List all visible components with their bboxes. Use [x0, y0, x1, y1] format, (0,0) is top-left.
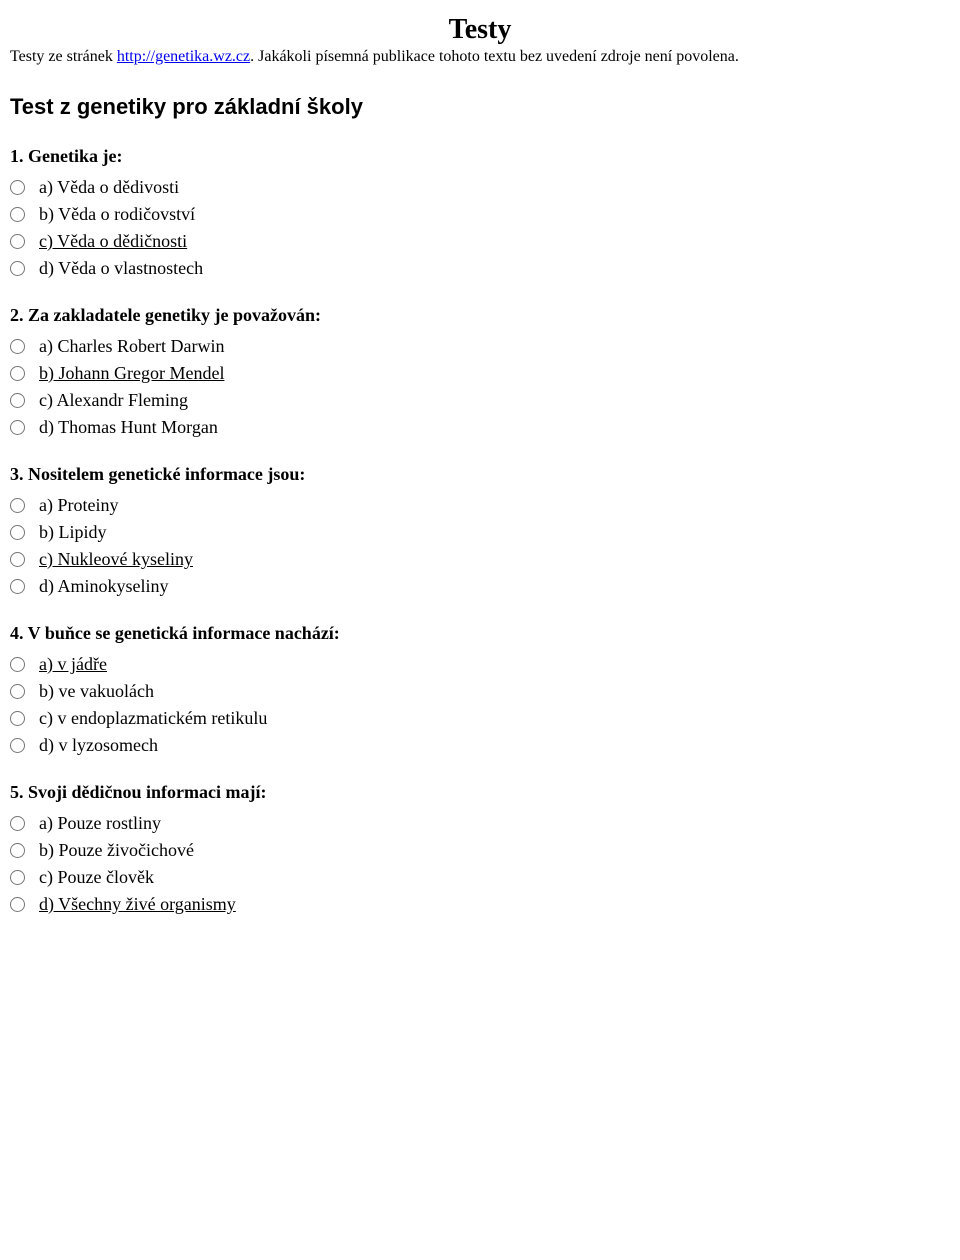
q2-option-b-radio[interactable]: [10, 366, 25, 381]
subtitle-prefix: Testy ze stránek: [10, 48, 117, 65]
q2-option-c-label: c) Alexandr Fleming: [39, 390, 188, 411]
q5-option-a-label: a) Pouze rostliny: [39, 813, 161, 834]
question-3-options: a) Proteiny b) Lipidy c) Nukleové kyseli…: [10, 495, 950, 597]
q2-option-d-label: d) Thomas Hunt Morgan: [39, 417, 218, 438]
option-row: d) Aminokyseliny: [10, 576, 950, 597]
q4-option-d-radio[interactable]: [10, 738, 25, 753]
option-row: c) Nukleové kyseliny: [10, 549, 950, 570]
subtitle: Testy ze stránek http://genetika.wz.cz. …: [10, 48, 950, 66]
q4-option-d-label: d) v lyzosomech: [39, 735, 158, 756]
q4-option-c-label: c) v endoplazmatickém retikulu: [39, 708, 267, 729]
option-row: d) Všechny živé organismy: [10, 894, 950, 915]
q5-option-b-label: b) Pouze živočichové: [39, 840, 194, 861]
q3-option-d-label: d) Aminokyseliny: [39, 576, 169, 597]
q4-option-c-radio[interactable]: [10, 711, 25, 726]
q4-option-a-label: a) v jádře: [39, 654, 107, 675]
question-5: 5. Svoji dědičnou informaci mají:: [10, 782, 950, 803]
q2-option-a-radio[interactable]: [10, 339, 25, 354]
q2-option-d-radio[interactable]: [10, 420, 25, 435]
question-4-options: a) v jádře b) ve vakuolách c) v endoplaz…: [10, 654, 950, 756]
q3-option-a-label: a) Proteiny: [39, 495, 118, 516]
option-row: c) Věda o dědičnosti: [10, 231, 950, 252]
question-5-options: a) Pouze rostliny b) Pouze živočichové c…: [10, 813, 950, 915]
q3-option-c-radio[interactable]: [10, 552, 25, 567]
q2-option-a-label: a) Charles Robert Darwin: [39, 336, 224, 357]
q5-option-b-radio[interactable]: [10, 843, 25, 858]
q3-option-b-label: b) Lipidy: [39, 522, 107, 543]
option-row: b) Lipidy: [10, 522, 950, 543]
q5-option-d-label: d) Všechny živé organismy: [39, 894, 236, 915]
q1-option-c-radio[interactable]: [10, 234, 25, 249]
q4-option-a-radio[interactable]: [10, 657, 25, 672]
test-heading: Test z genetiky pro základní školy: [10, 94, 950, 120]
option-row: a) Proteiny: [10, 495, 950, 516]
option-row: d) Thomas Hunt Morgan: [10, 417, 950, 438]
q3-option-b-radio[interactable]: [10, 525, 25, 540]
q3-option-a-radio[interactable]: [10, 498, 25, 513]
question-4: 4. V buňce se genetická informace nacház…: [10, 623, 950, 644]
subtitle-suffix: . Jakákoli písemná publikace tohoto text…: [250, 48, 739, 65]
q5-option-a-radio[interactable]: [10, 816, 25, 831]
q2-option-c-radio[interactable]: [10, 393, 25, 408]
q5-option-d-radio[interactable]: [10, 897, 25, 912]
q4-option-b-radio[interactable]: [10, 684, 25, 699]
q1-option-d-label: d) Věda o vlastnostech: [39, 258, 203, 279]
page-title: Testy: [10, 14, 950, 46]
q2-option-b-label: b) Johann Gregor Mendel: [39, 363, 224, 384]
option-row: c) Alexandr Fleming: [10, 390, 950, 411]
q5-option-c-radio[interactable]: [10, 870, 25, 885]
question-2-options: a) Charles Robert Darwin b) Johann Grego…: [10, 336, 950, 438]
option-row: d) Věda o vlastnostech: [10, 258, 950, 279]
q1-option-c-label: c) Věda o dědičnosti: [39, 231, 187, 252]
option-row: b) Pouze živočichové: [10, 840, 950, 861]
source-link[interactable]: http://genetika.wz.cz: [117, 48, 250, 65]
option-row: c) Pouze člověk: [10, 867, 950, 888]
question-3: 3. Nositelem genetické informace jsou:: [10, 464, 950, 485]
question-2: 2. Za zakladatele genetiky je považován:: [10, 305, 950, 326]
q1-option-a-label: a) Věda o dědivosti: [39, 177, 179, 198]
q1-option-a-radio[interactable]: [10, 180, 25, 195]
option-row: b) Johann Gregor Mendel: [10, 363, 950, 384]
q1-option-b-label: b) Věda o rodičovství: [39, 204, 195, 225]
option-row: a) Věda o dědivosti: [10, 177, 950, 198]
q1-option-b-radio[interactable]: [10, 207, 25, 222]
question-1: 1. Genetika je:: [10, 146, 950, 167]
question-1-options: a) Věda o dědivosti b) Věda o rodičovstv…: [10, 177, 950, 279]
q3-option-d-radio[interactable]: [10, 579, 25, 594]
q1-option-d-radio[interactable]: [10, 261, 25, 276]
option-row: a) v jádře: [10, 654, 950, 675]
option-row: c) v endoplazmatickém retikulu: [10, 708, 950, 729]
option-row: a) Pouze rostliny: [10, 813, 950, 834]
option-row: b) ve vakuolách: [10, 681, 950, 702]
q5-option-c-label: c) Pouze člověk: [39, 867, 154, 888]
option-row: d) v lyzosomech: [10, 735, 950, 756]
q4-option-b-label: b) ve vakuolách: [39, 681, 154, 702]
option-row: b) Věda o rodičovství: [10, 204, 950, 225]
option-row: a) Charles Robert Darwin: [10, 336, 950, 357]
q3-option-c-label: c) Nukleové kyseliny: [39, 549, 193, 570]
